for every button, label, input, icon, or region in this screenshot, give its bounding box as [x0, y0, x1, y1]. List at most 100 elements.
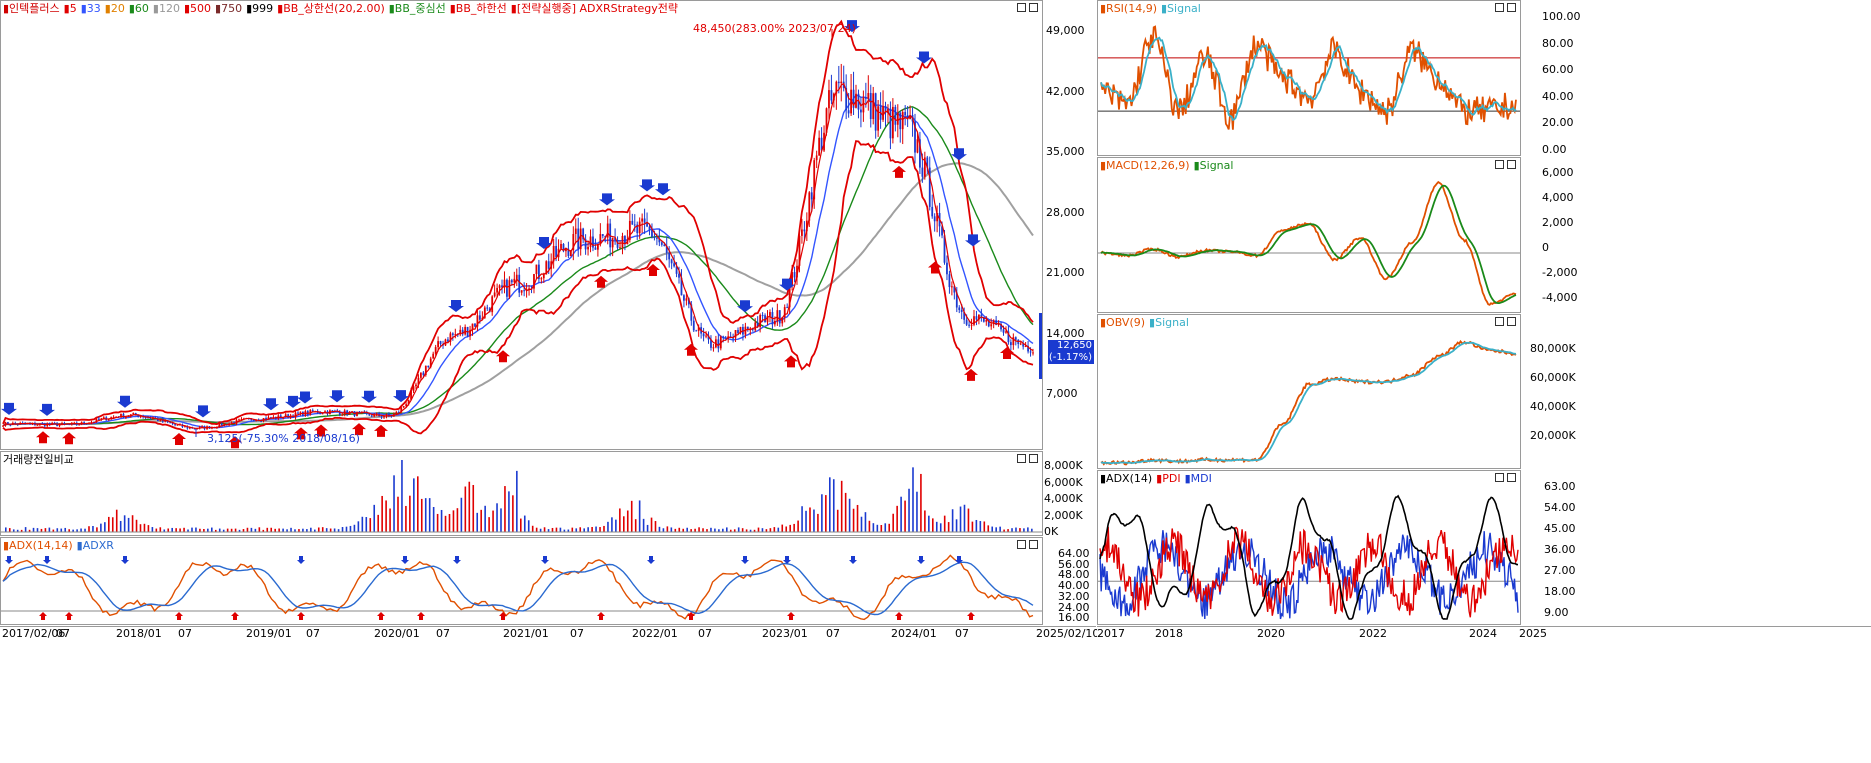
candle-body [434, 347, 437, 354]
dmi-panel[interactable]: ▮ADX(14) ▮PDI ▮MDI [1097, 470, 1521, 625]
volume-bar [599, 527, 601, 532]
low-annotation: 3,125(-75.30% 2018/08/16) [207, 432, 360, 445]
close-icon[interactable] [1029, 3, 1038, 12]
maximize-icon[interactable] [1495, 317, 1504, 326]
candle-body [176, 424, 179, 426]
maximize-icon[interactable] [1017, 540, 1026, 549]
adx-sell-marker [121, 556, 129, 564]
candle-body [665, 245, 668, 253]
volume-bar [500, 508, 502, 532]
candle-body [545, 261, 548, 275]
close-icon[interactable] [1507, 473, 1516, 482]
buy-signal-arrow [62, 432, 76, 445]
macd-panel[interactable]: ▮MACD(12,26,9) ▮Signal [1097, 157, 1521, 313]
price-chart-panel[interactable]: ▮인텍플러스 ▮5 ▮33 ▮20 ▮60 ▮120 ▮500 ▮750 ▮999 ▮BB_상한선… [0, 0, 1043, 450]
volume-bar [825, 495, 827, 532]
candle-body [1014, 337, 1017, 340]
volume-panel[interactable]: 거래량전일비교 [0, 451, 1043, 536]
volume-bar [100, 523, 102, 532]
volume-bar [864, 512, 867, 532]
volume-bar [405, 505, 407, 532]
volume-bar [531, 525, 534, 532]
x-tick-label: 2022 [1359, 627, 1387, 640]
adx-panel[interactable]: ▮ADX(14,14) ▮ADXR [0, 537, 1043, 625]
volume-bar [678, 527, 681, 532]
candle-body [965, 319, 968, 325]
legend-item: ▮750 [215, 2, 243, 15]
candle-body [641, 218, 644, 222]
candle-body [734, 330, 737, 338]
candle-body [840, 81, 843, 84]
price-y-axis: 49,000 42,000 35,000 28,000 21,000 14,000 7,00… [1044, 0, 1096, 450]
maximize-icon[interactable] [1495, 3, 1504, 12]
adxr-line [2, 561, 1034, 616]
volume-bar [829, 477, 831, 532]
volume-bar [757, 527, 760, 532]
volume-bar [1003, 529, 1005, 532]
close-icon[interactable] [1029, 454, 1038, 463]
candle-body [577, 228, 580, 250]
candle-body [230, 422, 233, 424]
maximize-icon[interactable] [1017, 3, 1026, 12]
candle-body [813, 160, 816, 200]
candle-body [1005, 331, 1007, 333]
rsi-panel[interactable]: ▮RSI(14,9) ▮Signal [1097, 0, 1521, 156]
maximize-icon[interactable] [1017, 454, 1026, 463]
bb-lower-line [2, 140, 1034, 435]
y-tick-label: 35,000 [1046, 145, 1085, 158]
y-tick-label: 60.00 [1542, 63, 1574, 76]
candle-body [68, 424, 71, 426]
candle-body [705, 335, 707, 337]
legend-item: ▮RSI(14,9) [1100, 2, 1157, 15]
candle-body [1029, 351, 1032, 353]
legend-item: ▮BB_하한선 [449, 2, 507, 15]
candle-body [508, 280, 511, 297]
close-icon[interactable] [1029, 540, 1038, 549]
volume-bar [218, 528, 221, 532]
candle-body [412, 386, 415, 391]
candle-body [847, 110, 850, 114]
candle-body [946, 262, 948, 275]
candle-body [673, 263, 675, 267]
volume-bar [111, 517, 114, 532]
candle-body [943, 235, 946, 263]
volume-bar [262, 529, 265, 532]
legend-item: ▮5 [63, 2, 77, 15]
close-icon[interactable] [1507, 3, 1516, 12]
maximize-icon[interactable] [1495, 160, 1504, 169]
candle-body [439, 341, 442, 345]
y-tick-label: 40.00 [1542, 89, 1574, 103]
y-tick-label: 24.00 [1058, 600, 1090, 614]
volume-bar [650, 517, 653, 532]
candle-body [950, 286, 953, 288]
candle-body [628, 220, 631, 240]
obv-plot [1100, 339, 1517, 466]
volume-bar [662, 528, 665, 532]
close-icon[interactable] [1507, 317, 1516, 326]
candle-body [186, 426, 189, 429]
ma5-line [2, 82, 1034, 429]
adx-sell-marker [453, 556, 461, 564]
volume-bar [741, 528, 744, 532]
close-icon[interactable] [1507, 160, 1516, 169]
candle-body [651, 229, 653, 238]
volume-bar [809, 507, 811, 532]
candle-body [830, 90, 833, 101]
maximize-icon[interactable] [1495, 473, 1504, 482]
rsi-signal-line [1100, 36, 1517, 122]
buy-signal-arrow [228, 436, 242, 449]
candle-body [896, 112, 899, 125]
volume-bar [626, 510, 629, 532]
buy-signal-arrow [964, 368, 978, 381]
volume-bar [28, 529, 31, 532]
volume-bar [753, 529, 756, 532]
y-tick-label: 21,000 [1046, 266, 1085, 279]
volume-bar [527, 520, 530, 532]
volume-bar [702, 528, 704, 532]
candle-body [383, 416, 385, 418]
candle-body [1027, 345, 1029, 352]
candle-body [737, 330, 739, 334]
price-chart-plot [1, 19, 1042, 449]
volume-bar [987, 525, 990, 532]
obv-panel[interactable]: ▮OBV(9) ▮Signal [1097, 314, 1521, 469]
